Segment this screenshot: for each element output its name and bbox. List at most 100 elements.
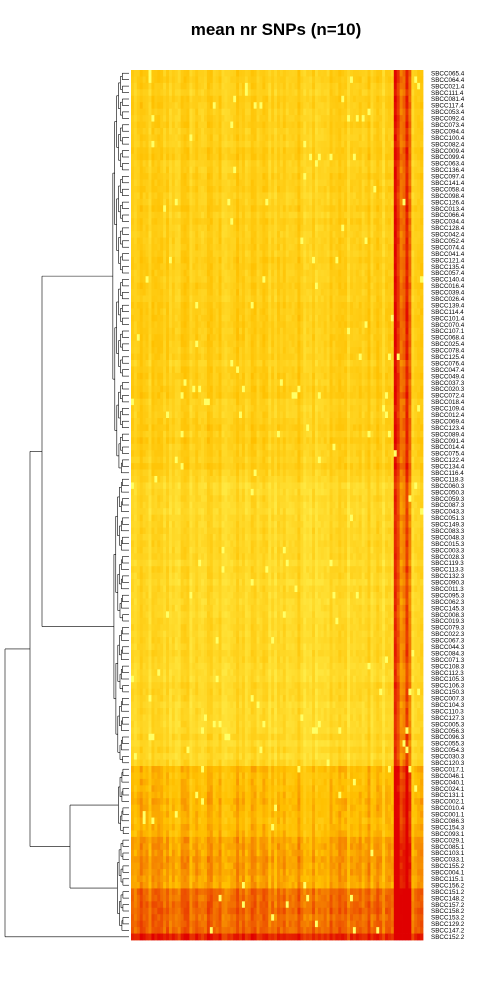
heatmap-cell — [212, 89, 217, 97]
heatmap-cell — [265, 115, 269, 122]
heatmap-cell — [379, 186, 383, 193]
heatmap-cell — [385, 256, 389, 264]
heatmap-cell — [344, 108, 348, 116]
heatmap-cell — [154, 244, 158, 251]
heatmap-cell — [180, 360, 184, 367]
heatmap-cell — [411, 224, 415, 232]
heatmap-cell — [350, 211, 354, 219]
heatmap-cell — [335, 295, 339, 303]
heatmap-cell — [154, 179, 158, 187]
heatmap-cell — [382, 224, 386, 232]
heatmap-cell — [323, 372, 328, 380]
heatmap-cell — [411, 102, 415, 110]
heatmap-cell — [396, 102, 401, 110]
heatmap-cell — [306, 372, 310, 380]
heatmap-cell — [417, 166, 421, 174]
heatmap-cell — [393, 115, 398, 122]
heatmap-cell — [151, 147, 155, 155]
heatmap-cell — [411, 289, 415, 296]
heatmap-cell — [393, 321, 398, 329]
heatmap-cell — [350, 250, 354, 258]
heatmap-cell — [297, 218, 301, 226]
heatmap-cell — [420, 276, 424, 284]
heatmap-cell — [379, 115, 383, 122]
heatmap-cell — [417, 192, 421, 200]
heatmap-cell — [332, 166, 336, 174]
heatmap-cell — [174, 70, 179, 77]
heatmap-cell — [306, 108, 310, 116]
heatmap-cell — [376, 198, 380, 206]
heatmap-cell — [408, 186, 412, 193]
heatmap-cell — [279, 186, 284, 193]
heatmap-cell — [385, 237, 389, 245]
heatmap-cell — [189, 295, 193, 303]
heatmap-cell — [227, 89, 231, 97]
heatmap-cell — [379, 108, 383, 116]
heatmap-cell — [347, 95, 351, 103]
heatmap-cell — [317, 173, 322, 180]
heatmap-cell — [317, 147, 322, 155]
heatmap-cell — [163, 89, 167, 97]
heatmap-cell — [180, 147, 184, 155]
heatmap-cell — [326, 314, 330, 322]
heatmap-cell — [174, 82, 179, 90]
heatmap-cell — [241, 89, 246, 97]
heatmap-cell — [332, 218, 336, 226]
heatmap-cell — [212, 115, 217, 122]
heatmap-cell — [361, 192, 365, 200]
heatmap-cell — [373, 173, 377, 180]
heatmap-cell — [201, 115, 205, 122]
heatmap-cell — [131, 269, 135, 277]
heatmap-cell — [136, 173, 141, 180]
heatmap-cell — [201, 186, 205, 193]
heatmap-cell — [314, 160, 319, 168]
heatmap-cell — [262, 128, 266, 135]
heatmap-cell — [253, 353, 257, 361]
heatmap-cell — [212, 340, 217, 348]
heatmap-cell — [201, 360, 205, 367]
heatmap-cell — [195, 256, 199, 264]
heatmap-cell — [338, 385, 342, 393]
heatmap-cell — [192, 372, 196, 380]
heatmap-cell — [411, 198, 415, 206]
heatmap-cell — [399, 244, 403, 251]
heatmap-cell — [221, 244, 225, 251]
heatmap-cell — [355, 340, 360, 348]
heatmap-cell — [131, 340, 135, 348]
heatmap-cell — [131, 385, 135, 393]
heatmap-cell — [195, 263, 199, 271]
heatmap-cell — [420, 192, 424, 200]
heatmap-cell — [177, 82, 182, 90]
heatmap-cell — [224, 289, 228, 296]
heatmap-cell — [192, 295, 196, 303]
heatmap-cell — [177, 115, 182, 122]
heatmap-cell — [195, 173, 199, 180]
heatmap-cell — [177, 102, 182, 110]
heatmap-cell — [408, 282, 412, 290]
heatmap-cell — [396, 147, 401, 155]
heatmap-cell — [268, 128, 272, 135]
heatmap-cell — [157, 244, 161, 251]
heatmap-cell — [312, 263, 316, 271]
heatmap-cell — [250, 140, 255, 148]
heatmap-cell — [157, 263, 161, 271]
heatmap-cell — [265, 95, 269, 103]
heatmap-cell — [314, 76, 319, 84]
heatmap-cell — [241, 179, 246, 187]
heatmap-cell — [171, 366, 176, 374]
heatmap-cell — [376, 160, 380, 168]
heatmap-cell — [338, 360, 342, 367]
heatmap-cell — [282, 334, 287, 342]
heatmap-cell — [297, 269, 301, 277]
heatmap-cell — [382, 366, 386, 374]
heatmap-cell — [268, 237, 272, 245]
heatmap-cell — [218, 340, 222, 348]
heatmap-cell — [180, 263, 184, 271]
heatmap-cell — [192, 82, 196, 90]
heatmap-cell — [206, 250, 211, 258]
heatmap-cell — [335, 134, 339, 142]
heatmap-cell — [250, 360, 255, 367]
heatmap-cell — [355, 76, 360, 84]
heatmap-cell — [291, 282, 295, 290]
heatmap-cell — [230, 295, 234, 303]
